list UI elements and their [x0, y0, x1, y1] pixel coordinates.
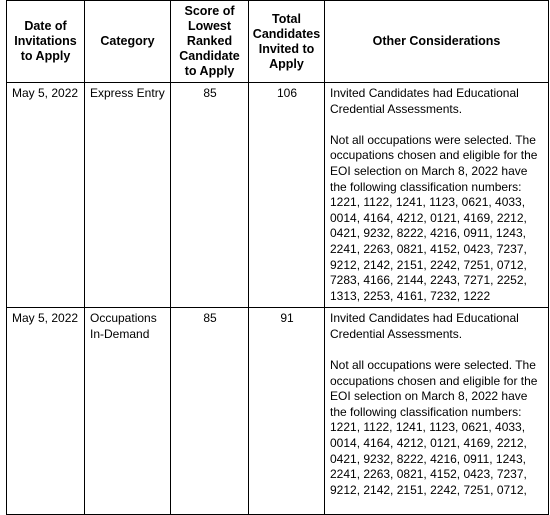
table-row: May 5, 2022 Occupations In-Demand 85 91 … [6, 307, 549, 515]
invitations-table: Date of Invitations to Apply Category Sc… [6, 0, 549, 515]
cell-score: 85 [170, 307, 249, 515]
consideration-paragraph: Not all occupations were selected. The o… [330, 132, 538, 303]
cell-total: 91 [248, 307, 325, 515]
document-page: Date of Invitations to Apply Category Sc… [6, 0, 549, 515]
consideration-paragraph: Invited Candidates had Educational Crede… [330, 311, 519, 341]
cell-date: May 5, 2022 [6, 81, 85, 309]
table-header-row: Date of Invitations to Apply Category Sc… [6, 0, 549, 83]
header-other-considerations: Other Considerations [324, 0, 549, 83]
cell-date: May 5, 2022 [6, 307, 85, 515]
cell-other-considerations: Invited Candidates had Educational Crede… [324, 81, 549, 309]
consideration-paragraph: Not all occupations were selected. The o… [330, 358, 538, 497]
consideration-paragraph: Invited Candidates had Educational Crede… [330, 86, 519, 116]
cell-total: 106 [248, 81, 325, 309]
header-category: Category [84, 0, 171, 83]
header-total: Total Candidates Invited to Apply [248, 0, 325, 83]
cell-other-considerations: Invited Candidates had Educational Crede… [324, 307, 549, 515]
cell-category: Occupations In-Demand [84, 307, 171, 515]
header-score: Score of Lowest Ranked Candidate to Appl… [170, 0, 249, 83]
cell-score: 85 [170, 81, 249, 309]
cell-category: Express Entry [84, 81, 171, 309]
header-date: Date of Invitations to Apply [6, 0, 85, 83]
table-row: May 5, 2022 Express Entry 85 106 Invited… [6, 81, 549, 309]
